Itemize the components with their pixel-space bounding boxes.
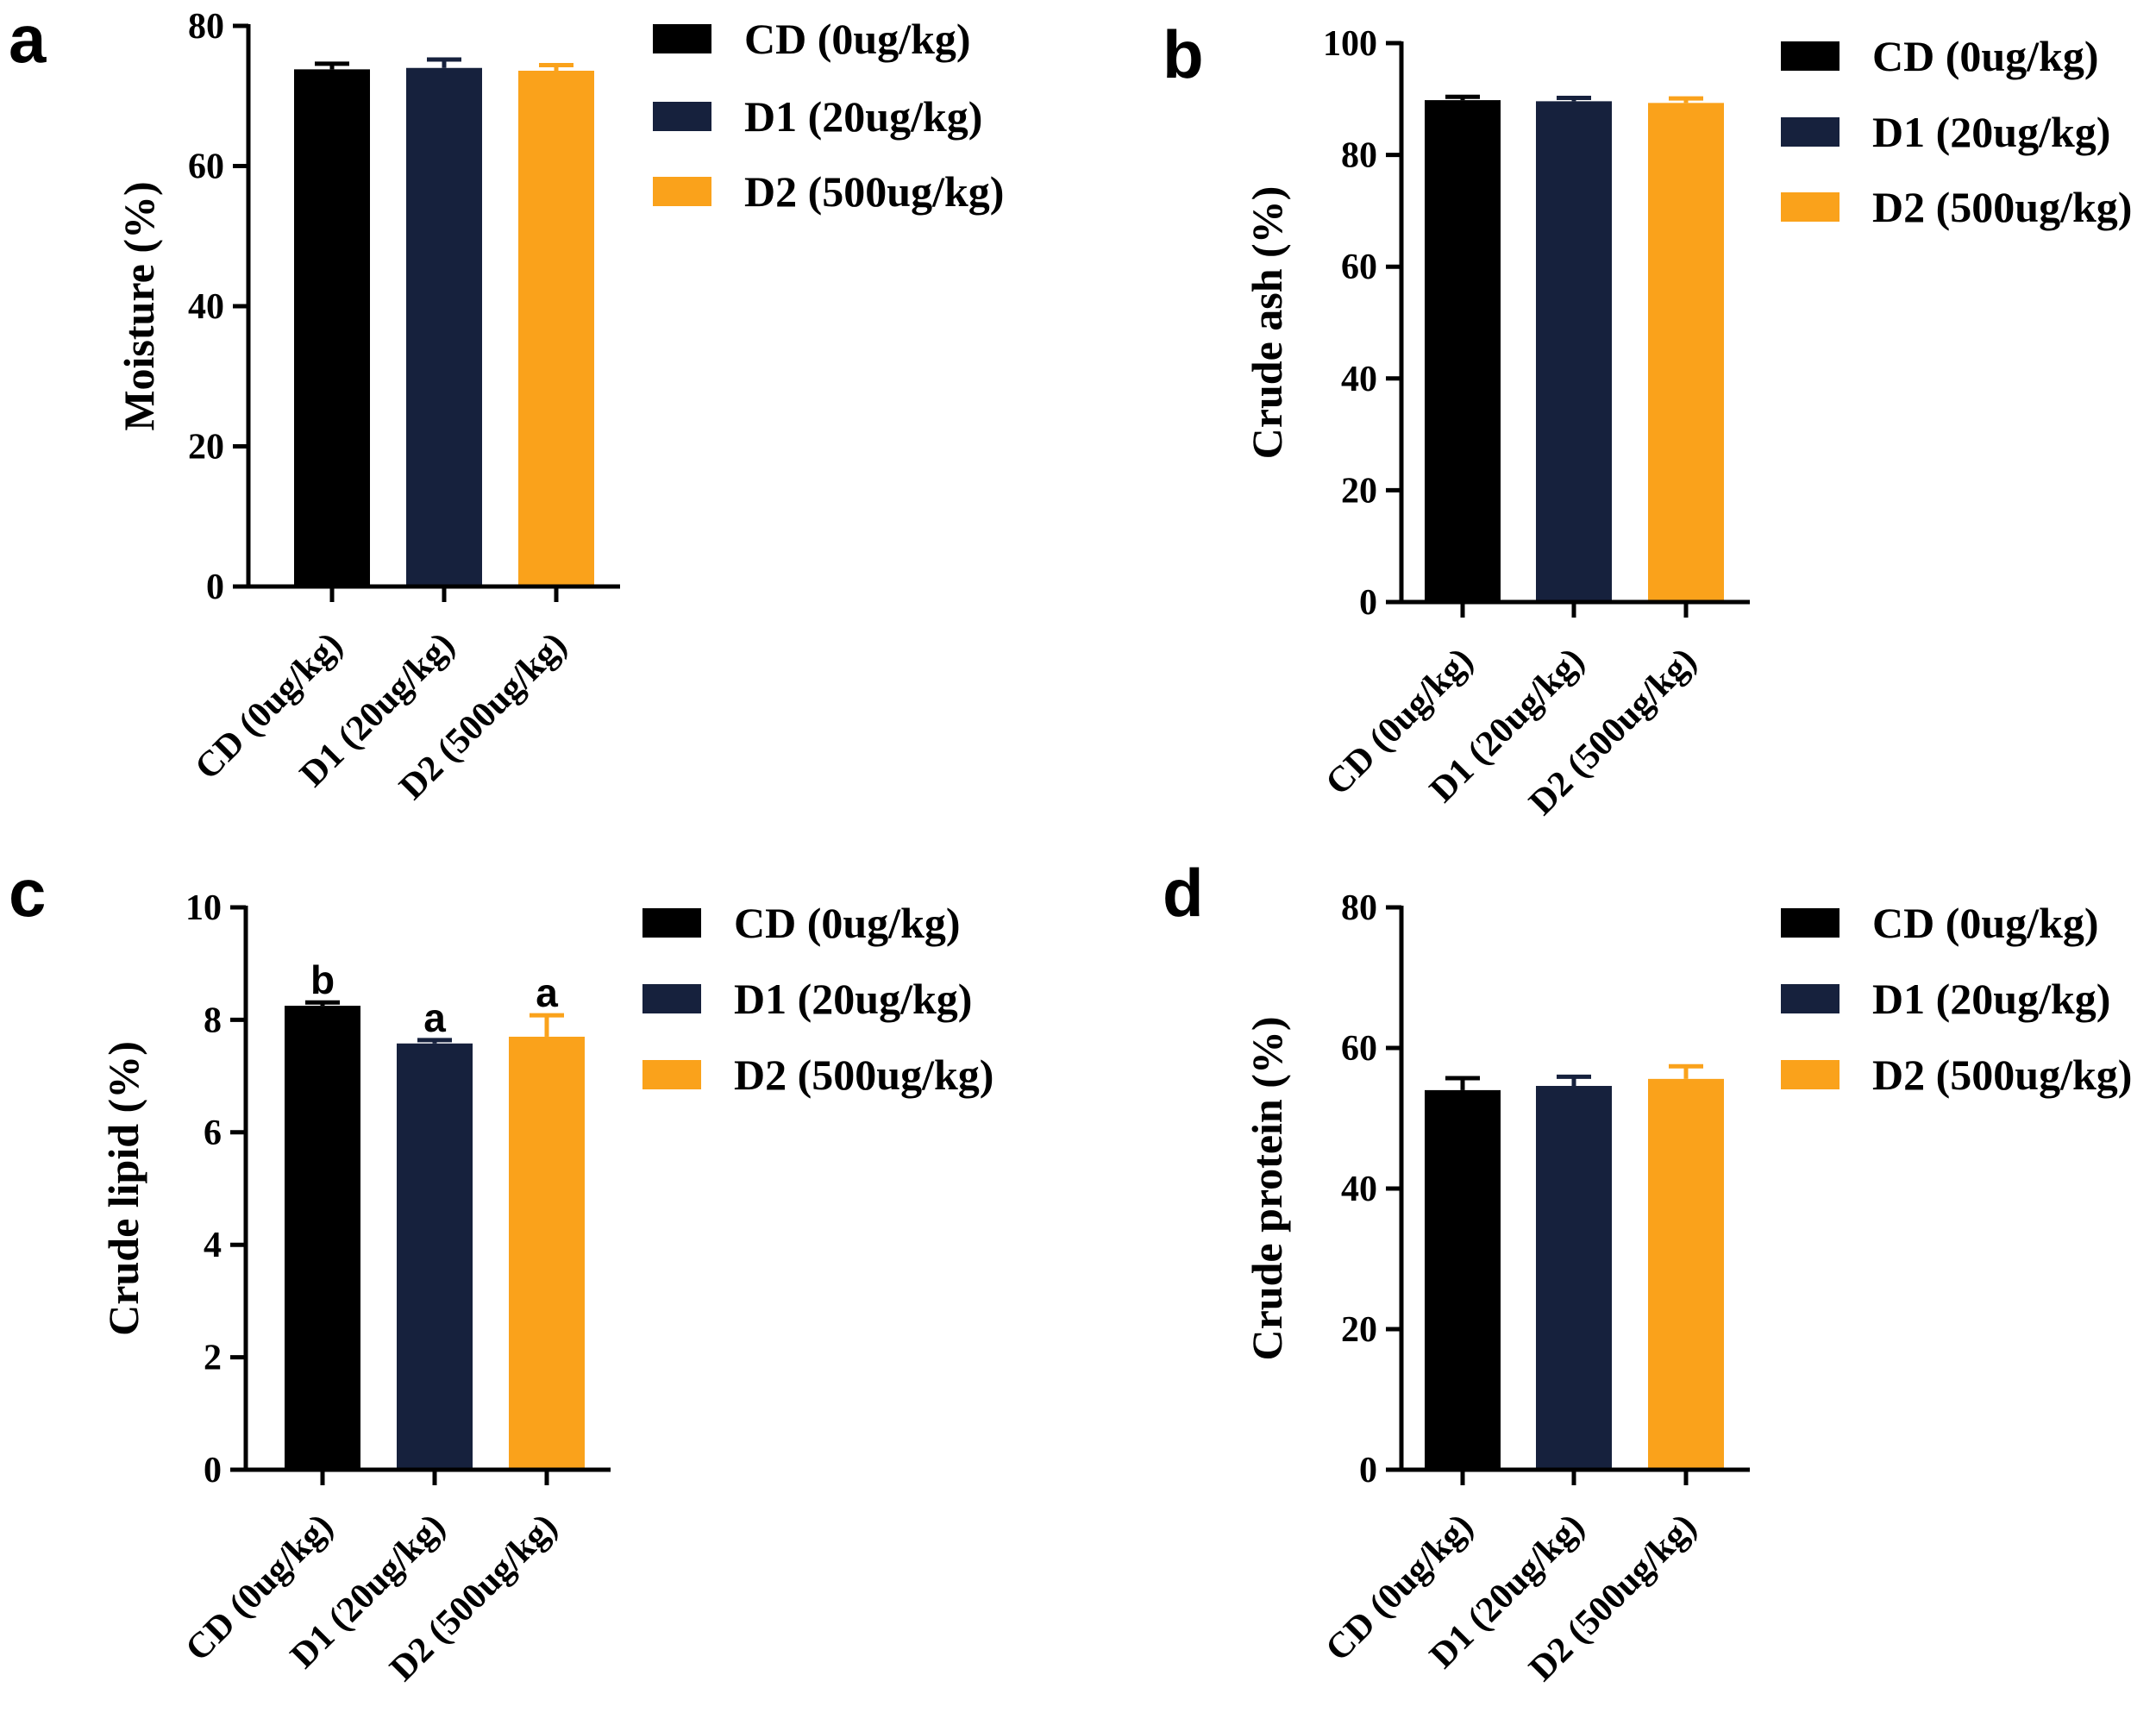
y-tick-label: 40 — [1341, 1170, 1377, 1209]
legend-label: D2 (500ug/kg) — [1872, 183, 2132, 231]
bar-a-2 — [406, 67, 482, 587]
panel-a: a 0 20 40 60 80 CD (0ug/kg) D1 (20ug/kg) D2 (500… — [9, 1, 1004, 807]
y-axis-title: Crude protein (%) — [1243, 1016, 1291, 1360]
y-tick-label: 6 — [204, 1114, 222, 1153]
significance-letter: a — [423, 995, 446, 1040]
legend-label: D1 (20ug/kg) — [1872, 108, 2110, 156]
legend-label: CD (0ug/kg) — [1872, 899, 2099, 947]
bar-b-3 — [1648, 103, 1724, 602]
y-tick-label: 10 — [185, 888, 222, 928]
panel-letter: b — [1163, 16, 1204, 92]
y-tick-label: 0 — [206, 568, 224, 607]
panel-letter: d — [1163, 855, 1204, 931]
y-tick-label: 40 — [1341, 360, 1377, 399]
legend-label: D1 (20ug/kg) — [1872, 975, 2110, 1023]
y-axis-title: Moisture (%) — [115, 181, 163, 430]
y-tick-label: 8 — [204, 1001, 222, 1040]
legend-label: D1 (20ug/kg) — [744, 92, 982, 141]
legend-swatch — [1781, 192, 1839, 222]
y-tick-label: 4 — [204, 1226, 222, 1265]
legend-swatch — [642, 984, 701, 1013]
bar-a-1 — [294, 69, 370, 587]
legend-swatch — [653, 24, 711, 53]
bar-a-3 — [518, 71, 594, 587]
y-tick-label: 0 — [1359, 1451, 1377, 1490]
y-tick-label: 80 — [1341, 136, 1377, 176]
legend-label: CD (0ug/kg) — [1872, 32, 2099, 80]
bar-d-1 — [1425, 1089, 1501, 1470]
legend-swatch — [1781, 117, 1839, 147]
y-tick-label: 80 — [1341, 888, 1377, 928]
significance-letter: b — [310, 957, 335, 1002]
y-tick-label: 0 — [1359, 583, 1377, 623]
y-tick-label: 0 — [204, 1451, 222, 1490]
y-axis-title: Crude lipid (%) — [99, 1041, 147, 1336]
bar-d-2 — [1536, 1086, 1612, 1470]
bar-b-2 — [1536, 101, 1612, 603]
y-axis-title: Crude ash (%) — [1243, 186, 1291, 460]
legend-swatch — [1781, 908, 1839, 938]
legend-swatch — [1781, 984, 1839, 1013]
bar-c-3 — [509, 1036, 585, 1470]
bar-b-1 — [1425, 100, 1501, 602]
legend-swatch — [653, 102, 711, 131]
y-tick-label: 20 — [1341, 1310, 1377, 1350]
legend-label: CD (0ug/kg) — [734, 899, 961, 947]
y-tick-label: 40 — [188, 287, 224, 327]
panel-d: d 0 20 40 60 80 CD (0ug/kg) D1 (20ug/kg) D2 (500… — [1163, 855, 2132, 1689]
legend-label: D2 (500ug/kg) — [744, 167, 1004, 216]
legend-swatch — [642, 908, 701, 938]
legend-swatch — [1781, 41, 1839, 71]
panel-b: b 0 20 40 60 80 100 CD (0ug/kg) D1 (20ug/kg) D2 (… — [1163, 16, 2132, 823]
y-tick-label: 60 — [1341, 248, 1377, 287]
legend-swatch — [642, 1060, 701, 1089]
y-tick-label: 60 — [188, 147, 224, 187]
panel-c: c b a a 0 2 4 6 8 10 CD (0ug/kg) D1 (20ug/kg) D2 (50… — [9, 855, 993, 1689]
panel-letter: c — [9, 855, 46, 931]
legend-label: CD (0ug/kg) — [744, 15, 971, 63]
panel-letter: a — [9, 1, 47, 77]
legend-label: D2 (500ug/kg) — [1872, 1051, 2132, 1099]
bar-c-2 — [397, 1043, 473, 1470]
y-tick-label: 2 — [204, 1339, 222, 1378]
legend-label: D2 (500ug/kg) — [734, 1051, 993, 1099]
legend-swatch — [1781, 1060, 1839, 1089]
y-tick-label: 60 — [1341, 1029, 1377, 1069]
bar-d-3 — [1648, 1078, 1724, 1470]
significance-letter: a — [536, 970, 558, 1015]
y-tick-label: 20 — [188, 428, 224, 467]
bar-c-1 — [285, 1006, 360, 1470]
y-tick-label: 80 — [188, 7, 224, 47]
y-tick-label: 100 — [1323, 24, 1377, 64]
y-tick-label: 20 — [1341, 471, 1377, 511]
legend-swatch — [653, 177, 711, 206]
legend-label: D1 (20ug/kg) — [734, 975, 972, 1023]
